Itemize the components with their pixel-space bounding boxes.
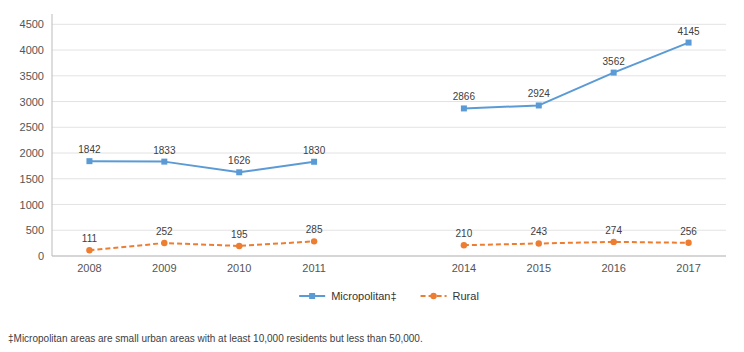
legend-marker	[430, 293, 436, 299]
grid-line	[52, 230, 726, 231]
grid-line	[52, 24, 726, 25]
legend-marker	[309, 293, 315, 299]
grid-line	[52, 101, 726, 102]
grid-line	[52, 50, 726, 51]
y-tick-label: 4500	[20, 18, 44, 30]
x-tick-label: 2015	[527, 262, 551, 274]
y-tick-label: 0	[38, 250, 44, 262]
y-tick-labels: 0 500 1000 1500 2000 2500 3000 3500 4000 4500	[20, 18, 44, 262]
y-tick-label: 1000	[20, 199, 44, 211]
data-label: 3562	[603, 56, 626, 67]
line	[464, 43, 689, 109]
y-tick-label: 3500	[20, 70, 44, 82]
x-tick-label: 2017	[676, 262, 700, 274]
legend-label: Micropolitan‡	[331, 290, 396, 302]
x-tick-label: 2016	[601, 262, 625, 274]
grid-line	[52, 256, 726, 257]
data-label: 243	[530, 226, 547, 237]
data-label: 210	[456, 228, 473, 239]
legend-item: Micropolitan‡	[299, 290, 396, 302]
y-tick-label: 2500	[20, 121, 44, 133]
legend-label: Rural	[453, 290, 479, 302]
data-label: 256	[680, 226, 697, 237]
grid-line	[52, 178, 726, 179]
line	[89, 241, 314, 250]
point	[161, 159, 167, 165]
data-label: 2866	[453, 91, 476, 102]
point	[86, 158, 92, 164]
data-labels: 1842 1833 1626 1830 2866 2924 3562 4145 111 252 19…	[78, 26, 700, 245]
x-tick-label: 2011	[302, 262, 326, 274]
x-tick-label: 2008	[77, 262, 101, 274]
y-tick-label: 3000	[20, 96, 44, 108]
point	[685, 240, 691, 246]
chart: 0 500 1000 1500 2000 2500 3000 3500 4000 4500 2008…	[0, 0, 744, 352]
point	[611, 70, 617, 76]
plot-area	[86, 40, 692, 254]
y-tick-label: 2000	[20, 147, 44, 159]
grid-line	[52, 127, 726, 128]
data-label: 2924	[528, 88, 551, 99]
y-tick-label: 500	[26, 224, 44, 236]
x-axis-line	[52, 256, 726, 257]
series	[86, 40, 691, 176]
grid-line	[52, 204, 726, 205]
line	[464, 242, 689, 245]
y-tick-label: 1500	[20, 173, 44, 185]
x-tick-label: 2010	[227, 262, 251, 274]
point	[536, 240, 542, 246]
line	[89, 161, 314, 172]
point	[536, 102, 542, 108]
grid	[52, 24, 726, 256]
x-tick-label: 2009	[152, 262, 176, 274]
point	[311, 159, 317, 165]
data-label: 1833	[153, 145, 176, 156]
footnote: ‡Micropolitan areas are small urban area…	[8, 333, 423, 344]
point	[461, 242, 467, 248]
data-label: 285	[306, 224, 323, 235]
legend-item: Rural	[421, 290, 479, 302]
point	[610, 239, 616, 245]
point	[686, 40, 692, 46]
data-label: 252	[156, 226, 173, 237]
x-tick-labels: 2008 2009 2010 2011 2014 2015 2016 2017	[77, 262, 701, 274]
point	[236, 243, 242, 249]
series	[86, 238, 692, 253]
data-label: 4145	[677, 26, 700, 37]
point	[461, 105, 467, 111]
point	[161, 240, 167, 246]
x-tick-label: 2014	[452, 262, 476, 274]
y-tick-label: 4000	[20, 44, 44, 56]
point	[86, 247, 92, 253]
data-label: 1842	[78, 144, 101, 155]
data-label: 111	[82, 233, 98, 244]
data-label: 1830	[303, 145, 326, 156]
point	[236, 169, 242, 175]
legend: Micropolitan‡ Rural	[299, 290, 479, 302]
y-axis-line	[52, 14, 53, 256]
grid-line	[52, 75, 726, 76]
point	[311, 238, 317, 244]
data-label: 1626	[228, 155, 251, 166]
data-label: 274	[605, 225, 622, 236]
data-label: 195	[231, 229, 248, 240]
